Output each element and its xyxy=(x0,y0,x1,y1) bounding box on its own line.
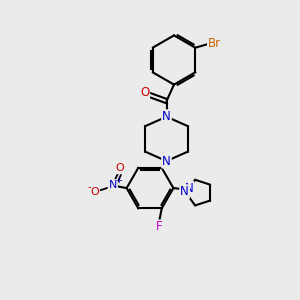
Text: N: N xyxy=(109,180,117,190)
Text: O: O xyxy=(115,163,124,173)
Text: F: F xyxy=(155,220,162,233)
Text: -: - xyxy=(87,182,91,192)
Text: N: N xyxy=(184,182,194,195)
Text: N: N xyxy=(162,154,171,168)
Text: +: + xyxy=(115,176,122,185)
Text: Br: Br xyxy=(208,37,221,50)
Text: N: N xyxy=(180,185,189,198)
Text: O: O xyxy=(140,86,149,99)
Text: O: O xyxy=(90,187,99,197)
Text: N: N xyxy=(162,110,171,123)
